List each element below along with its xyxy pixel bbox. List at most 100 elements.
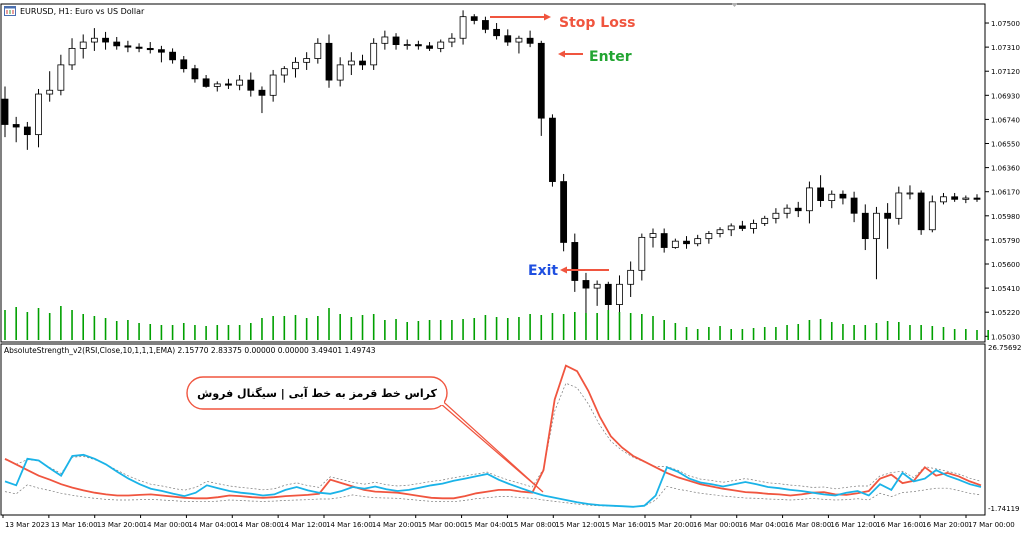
annotations-group: Stop Loss Enter Exit کراس خط قرمز به خط آبی… xyxy=(186,13,637,493)
symbol-header: EURUSD, H1: Euro vs US Dollar xyxy=(4,4,144,18)
bull-candle xyxy=(906,192,914,195)
callout-bubble xyxy=(186,376,448,410)
time-axis-label: 15 Mar 04:00 xyxy=(464,521,511,529)
bull-candle xyxy=(772,212,780,219)
bear-candle xyxy=(582,280,590,289)
indicator-header: AbsoluteStrength_v2(RSI,Close,10,1,1,1,E… xyxy=(4,346,376,355)
bear-candle xyxy=(560,181,568,243)
bear-candle xyxy=(861,212,869,240)
bull-candle xyxy=(448,37,456,43)
bear-candle xyxy=(247,79,255,91)
bear-candle xyxy=(169,51,176,61)
candles-group xyxy=(1,10,981,325)
price-axis-label: 1.06360 xyxy=(991,165,1020,173)
indicator-axis-min: -1.74119 xyxy=(988,505,1019,513)
callout-pointer xyxy=(425,385,544,493)
callout-text: کراس خط قرمز به خط آبی | سیگنال فروش xyxy=(197,386,437,400)
bear-candle xyxy=(470,16,478,21)
callout-mask xyxy=(420,391,444,405)
time-axis-label: 17 Mar 00:00 xyxy=(968,521,1015,529)
bull-candle xyxy=(962,197,970,200)
time-axis-label: 13 Mar 16:00 xyxy=(51,521,98,529)
indicator-plot-frame xyxy=(0,343,986,516)
indicator-group xyxy=(4,364,982,508)
stop-loss-label: Stop Loss xyxy=(559,15,636,31)
lower-band-line xyxy=(4,484,982,508)
bear-candle xyxy=(414,44,422,47)
bull-candle xyxy=(761,217,769,224)
bear-candle xyxy=(12,124,20,128)
bear-candle xyxy=(180,59,188,70)
time-axis-label: 13 Mar 2023 xyxy=(5,521,49,529)
bull-candle xyxy=(895,192,903,219)
bull-candle xyxy=(347,60,355,66)
bull-candle xyxy=(68,47,76,66)
price-axis-label: 1.06740 xyxy=(991,116,1020,124)
bear-candle xyxy=(817,187,824,201)
time-axis-label: 15 Mar 08:00 xyxy=(509,521,556,529)
exit-label: Exit xyxy=(528,263,558,279)
bull-candle xyxy=(90,37,98,43)
time-axis-label: 14 Mar 00:00 xyxy=(143,521,190,529)
bull-candle xyxy=(280,68,288,76)
time-axis-label: 16 Mar 12:00 xyxy=(830,521,877,529)
bear-candle xyxy=(951,196,959,200)
bull-candle xyxy=(46,89,54,95)
bear-candle xyxy=(225,83,232,86)
bear-candle xyxy=(113,41,121,47)
time-axis-label: 13 Mar 20:00 xyxy=(97,521,144,529)
bear-candle xyxy=(23,126,31,136)
bull-candle xyxy=(269,74,277,96)
bull-candle xyxy=(716,229,724,234)
bull-candle xyxy=(705,233,713,240)
time-axis-label: 14 Mar 12:00 xyxy=(280,521,327,529)
bear-candle xyxy=(135,46,143,49)
time-axis-label: 16 Mar 00:00 xyxy=(693,521,740,529)
enter-label: Enter xyxy=(589,49,632,65)
bear-candle xyxy=(660,233,668,248)
time-axis-label: 16 Mar 20:00 xyxy=(922,521,969,529)
bull-candle xyxy=(437,41,445,49)
bull-candle xyxy=(727,225,735,231)
volume-group xyxy=(4,306,989,340)
bear-candle xyxy=(973,197,981,200)
upper-band-line xyxy=(4,382,982,491)
bear-candle xyxy=(1,98,9,125)
price-axis-label: 1.05790 xyxy=(991,237,1020,245)
bull-candle xyxy=(515,37,523,43)
bull-candle xyxy=(381,36,389,44)
price-axis-label: 1.07120 xyxy=(991,68,1020,76)
price-axis-label: 1.07310 xyxy=(991,44,1020,52)
bear-candle xyxy=(504,35,512,43)
time-axis-label: 15 Mar 12:00 xyxy=(555,521,602,529)
bear-candle xyxy=(683,240,690,245)
bear-candle xyxy=(258,89,266,96)
bull-candle xyxy=(370,42,378,66)
time-axis-label: 14 Mar 20:00 xyxy=(372,521,419,529)
time-axis-label: 15 Mar 16:00 xyxy=(601,521,648,529)
time-axis-label: 16 Mar 04:00 xyxy=(739,521,786,529)
time-axis-label: 14 Mar 16:00 xyxy=(326,521,373,529)
bear-candle xyxy=(839,193,847,199)
enter-arrow-head xyxy=(558,50,565,58)
bear-candle xyxy=(604,283,612,305)
bull-candle xyxy=(649,233,657,238)
bull-candle xyxy=(314,42,322,59)
price-axis-label: 1.07500 xyxy=(991,20,1020,28)
bull-candle xyxy=(806,187,813,212)
red-strength-line xyxy=(4,364,982,500)
bear-candle xyxy=(526,37,534,44)
bear-candle xyxy=(794,207,802,212)
bull-candle xyxy=(213,83,221,87)
bear-candle xyxy=(392,36,400,45)
indicator-axis-max: 26.75692 xyxy=(988,344,1021,352)
time-axis-label: 16 Mar 16:00 xyxy=(876,521,923,529)
symbol-title: EURUSD, H1: Euro vs US Dollar xyxy=(20,6,145,16)
bull-candle xyxy=(303,58,311,63)
bull-candle xyxy=(336,64,344,81)
bear-candle xyxy=(493,28,500,37)
price-axis-label: 1.06170 xyxy=(991,189,1020,197)
time-axis-label: 15 Mar 20:00 xyxy=(647,521,694,529)
bull-candle xyxy=(627,269,635,285)
